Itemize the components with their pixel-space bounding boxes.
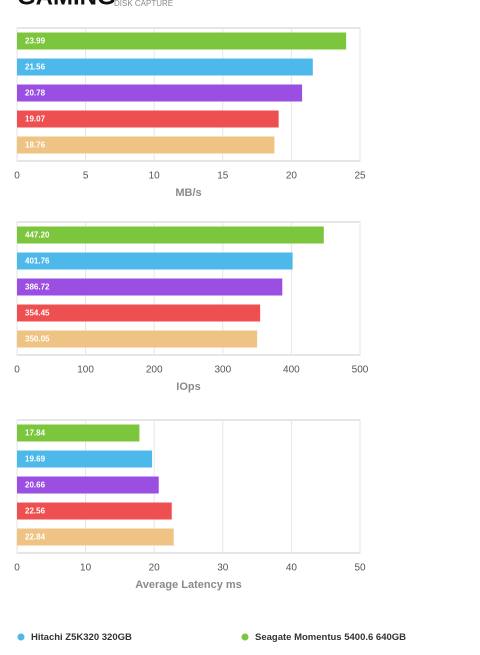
x-tick-label: 0: [14, 365, 20, 376]
x-axis-label: MB/s: [175, 187, 201, 199]
value-label: 350.05: [25, 335, 50, 344]
bar: [17, 278, 283, 296]
bar: [17, 32, 347, 50]
bar: [17, 528, 174, 546]
value-label: 22.56: [25, 507, 46, 516]
x-tick-label: 30: [217, 563, 229, 574]
bar: [17, 330, 258, 348]
legend-label: Hitachi Z5K320 320GB: [31, 632, 132, 643]
x-axis-label: IOps: [176, 381, 200, 393]
x-tick-label: 50: [354, 563, 366, 574]
legend-swatch: [241, 633, 249, 641]
x-tick-label: 10: [80, 563, 92, 574]
x-tick-label: 0: [14, 563, 20, 574]
bar: [17, 84, 303, 102]
bar: [17, 58, 313, 76]
x-tick-label: 15: [217, 171, 229, 182]
bar: [17, 252, 293, 270]
x-tick-label: 5: [83, 171, 89, 182]
legend-label: Seagate Momentus 5400.6 640GB: [255, 632, 406, 643]
value-label: 17.84: [25, 429, 46, 438]
x-tick-label: 100: [77, 365, 94, 376]
legend-swatch: [17, 633, 25, 641]
x-tick-label: 500: [352, 365, 369, 376]
value-label: 354.45: [25, 309, 50, 318]
x-tick-label: 40: [286, 563, 298, 574]
bar: [17, 110, 279, 128]
x-tick-label: 400: [283, 365, 300, 376]
value-label: 21.56: [25, 63, 46, 72]
x-tick-label: 300: [214, 365, 231, 376]
bar: [17, 476, 159, 494]
value-label: 401.76: [25, 257, 50, 266]
header-title: GAMING: [17, 0, 116, 10]
header-subtitle: DISK CAPTURE: [114, 0, 173, 8]
value-label: 19.07: [25, 115, 46, 124]
x-tick-label: 200: [146, 365, 163, 376]
x-tick-label: 10: [149, 171, 161, 182]
x-tick-label: 0: [14, 171, 20, 182]
x-axis-label: Average Latency ms: [135, 579, 242, 591]
value-label: 22.84: [25, 533, 46, 542]
value-label: 18.76: [25, 141, 46, 150]
value-label: 19.69: [25, 455, 46, 464]
value-label: 447.20: [25, 231, 50, 240]
value-label: 20.78: [25, 89, 46, 98]
bar: [17, 136, 275, 154]
x-tick-label: 25: [354, 171, 366, 182]
bar: [17, 502, 172, 520]
x-tick-label: 20: [149, 563, 161, 574]
value-label: 23.99: [25, 37, 46, 46]
x-tick-label: 20: [286, 171, 298, 182]
value-label: 386.72: [25, 283, 50, 292]
bar: [17, 450, 153, 468]
bar: [17, 304, 261, 322]
bar: [17, 226, 324, 244]
value-label: 20.66: [25, 481, 46, 490]
bar: [17, 424, 140, 442]
